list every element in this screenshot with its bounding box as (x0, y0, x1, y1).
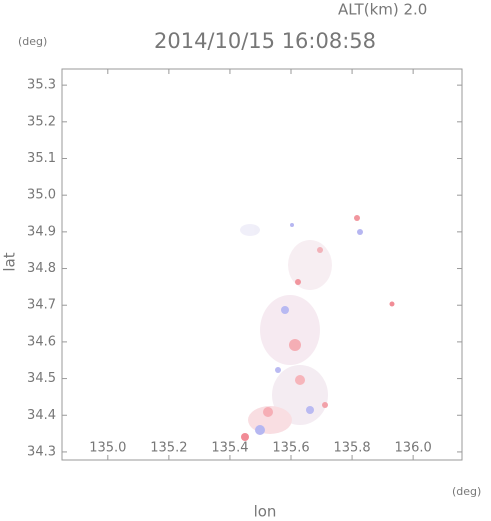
x-tick-label: 135.8 (333, 441, 370, 456)
altitude-label: ALT(km) 2.0 (338, 1, 427, 19)
plot-frame (61, 68, 463, 461)
y-tick-label: 34.5 (27, 371, 56, 386)
x-tick-label: 135.6 (272, 441, 309, 456)
y-tick-label: 34.4 (27, 408, 56, 423)
y-tick-label: 35.2 (27, 114, 56, 129)
y-tick-label: 34.9 (27, 224, 56, 239)
y-tick-label: 34.6 (27, 334, 56, 349)
y-unit: (deg) (18, 35, 47, 48)
x-unit: (deg) (452, 485, 481, 498)
y-tick-label: 35.0 (27, 188, 56, 203)
x-tick-label: 135.0 (89, 441, 126, 456)
x-tick-label: 135.4 (211, 441, 248, 456)
chart-title: 2014/10/15 16:08:58 (154, 29, 376, 53)
x-axis-label: lon (254, 503, 277, 521)
echo-field (240, 215, 395, 441)
y-tick-label: 34.7 (27, 298, 56, 313)
y-tick-label: 34.8 (27, 261, 56, 276)
y-tick-label: 35.1 (27, 151, 56, 166)
x-tick-label: 135.2 (150, 441, 187, 456)
x-tick-label: 136.0 (395, 441, 432, 456)
y-tick-label: 35.3 (27, 78, 56, 93)
y-axis-label: lat (1, 252, 19, 271)
y-tick-label: 34.3 (27, 444, 56, 459)
